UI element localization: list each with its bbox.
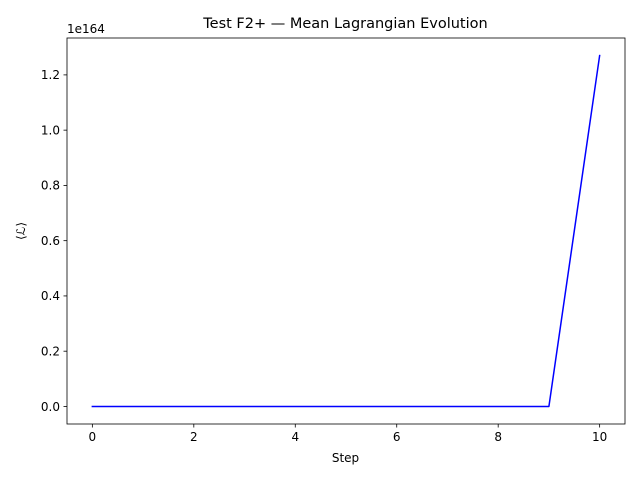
y-tick-label: 1.2 xyxy=(41,68,60,82)
y-tick-label: 1.0 xyxy=(41,123,60,137)
plot-frame xyxy=(66,37,626,425)
plot-area: 0 2 4 6 8 10 0.0 0.2 0.4 0.6 0.8 1.0 1.2 xyxy=(41,37,626,444)
y-offset-label: 1e164 xyxy=(67,22,105,36)
x-axis-label: Step xyxy=(332,451,359,465)
y-tick-label: 0.2 xyxy=(41,344,60,358)
y-tick-label: 0.6 xyxy=(41,234,60,248)
x-tick-label: 8 xyxy=(494,430,502,444)
x-tick-label: 10 xyxy=(592,430,607,444)
chart-title: Test F2+ — Mean Lagrangian Evolution xyxy=(202,16,487,32)
y-tick-label: 0.0 xyxy=(41,400,60,414)
x-tick-label: 4 xyxy=(291,430,299,444)
y-tick-label: 0.8 xyxy=(41,179,60,193)
x-tick-label: 6 xyxy=(393,430,401,444)
x-tick-label: 0 xyxy=(89,430,97,444)
series-line-0 xyxy=(91,54,601,408)
y-axis-label: ⟨ℒ⟩ xyxy=(14,222,28,240)
x-tick-label: 2 xyxy=(190,430,198,444)
y-tick-label: 0.4 xyxy=(41,289,60,303)
